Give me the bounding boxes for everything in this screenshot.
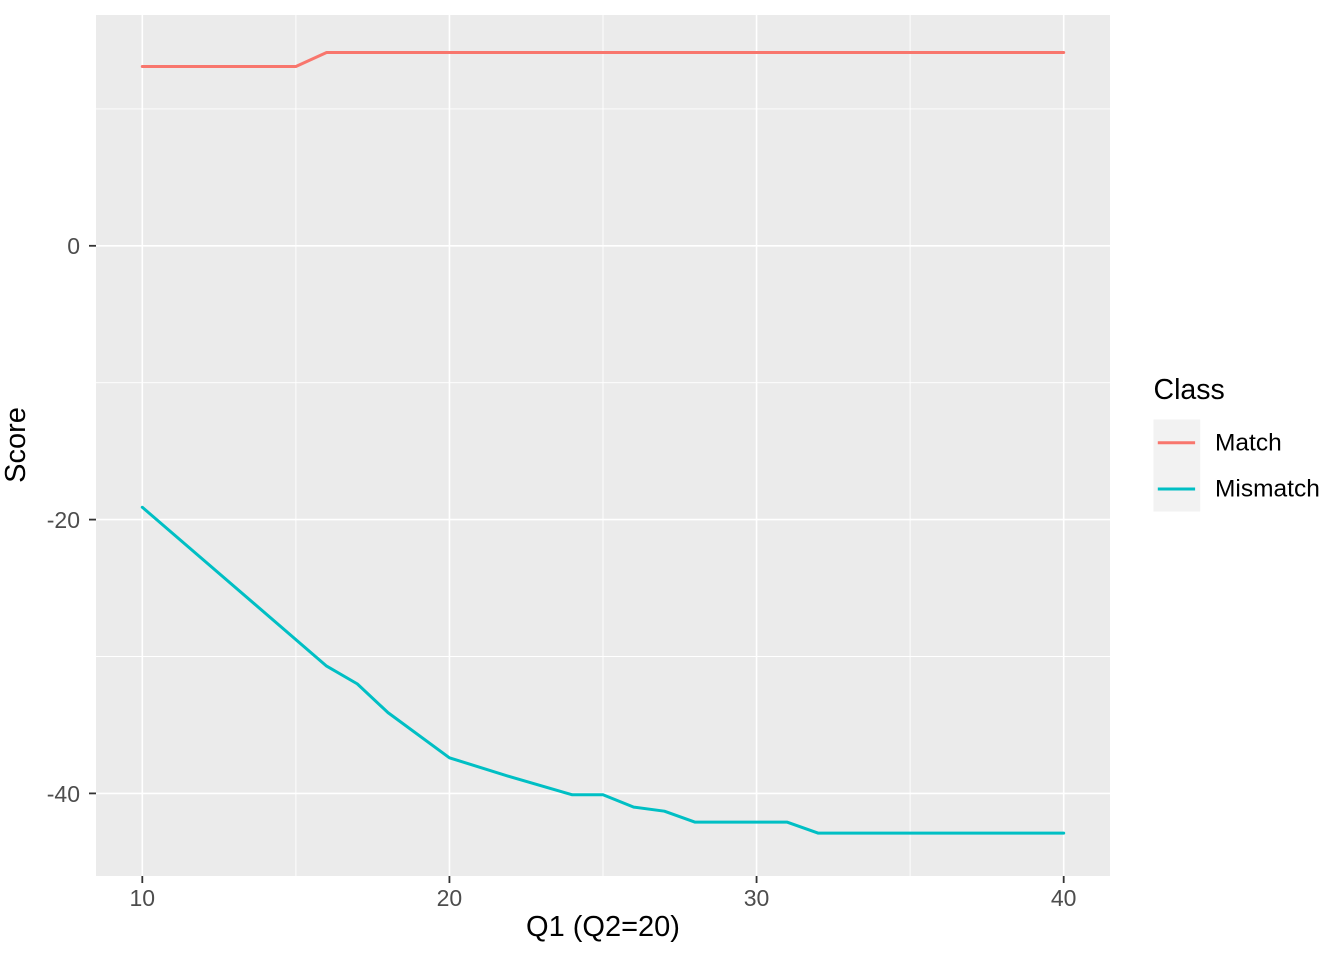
svg-text:20: 20 bbox=[437, 885, 463, 911]
svg-text:0: 0 bbox=[67, 233, 80, 259]
svg-text:Match: Match bbox=[1215, 430, 1282, 457]
svg-text:-40: -40 bbox=[47, 781, 80, 807]
svg-text:Score: Score bbox=[0, 407, 32, 483]
svg-text:-20: -20 bbox=[47, 507, 80, 533]
svg-text:40: 40 bbox=[1051, 885, 1077, 911]
svg-text:Class: Class bbox=[1154, 374, 1225, 406]
svg-text:Q1 (Q2=20): Q1 (Q2=20) bbox=[526, 911, 680, 943]
svg-text:10: 10 bbox=[130, 885, 156, 911]
svg-text:30: 30 bbox=[744, 885, 770, 911]
svg-text:Mismatch: Mismatch bbox=[1215, 476, 1320, 503]
